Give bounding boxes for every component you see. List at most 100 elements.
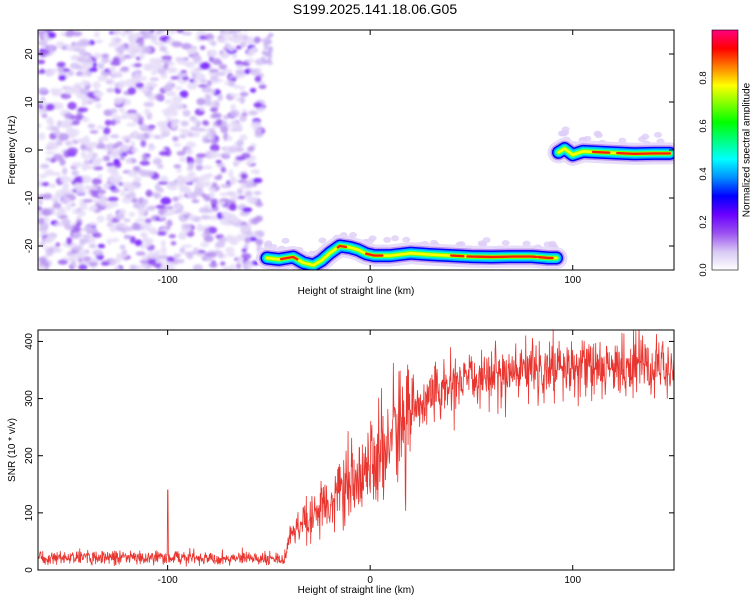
noise-speck	[255, 238, 264, 246]
noise-speck	[70, 260, 77, 268]
noise-speck	[97, 75, 108, 82]
noise-speck	[185, 141, 197, 149]
noise-speck	[161, 55, 173, 61]
noise-speck	[199, 174, 211, 181]
noise-speck	[81, 116, 90, 123]
noise-speck	[63, 68, 71, 73]
noise-speck	[87, 123, 96, 129]
noise-speck	[198, 207, 210, 214]
ridge-halo-speck	[402, 236, 411, 243]
noise-speck	[260, 56, 266, 61]
noise-speck	[242, 30, 249, 33]
noise-speck	[75, 41, 84, 47]
noise-speck	[246, 58, 255, 64]
noise-speck	[145, 240, 151, 248]
y-axis-label: SNR (10 * v/v)	[7, 418, 18, 482]
colorbar-tick-label: 0.0	[698, 263, 709, 276]
noise-speck	[128, 211, 136, 217]
noise-speck	[221, 68, 233, 74]
noise-speck	[178, 232, 187, 240]
noise-speck	[69, 128, 80, 137]
noise-speck	[156, 164, 164, 169]
snr-plot-area	[38, 330, 674, 567]
noise-speck	[139, 259, 150, 264]
noise-speck	[183, 187, 192, 195]
noise-speck	[91, 178, 102, 185]
noise-speck	[128, 113, 137, 121]
noise-speck	[164, 99, 172, 104]
noise-speck	[186, 47, 197, 55]
noise-speck	[106, 166, 118, 174]
noise-speck	[56, 139, 63, 146]
noise-speck	[168, 234, 176, 239]
noise-speck	[94, 30, 100, 38]
noise-speck	[179, 156, 187, 163]
noise-speck	[115, 175, 123, 183]
noise-speck	[133, 63, 143, 68]
noise-speck	[80, 64, 91, 71]
colorbar-tick-label: 0.6	[698, 119, 709, 132]
ridge-halo-speck	[548, 240, 557, 247]
noise-speck	[223, 114, 229, 120]
ridge-halo-speck	[501, 240, 510, 247]
noise-speck	[112, 143, 119, 149]
noise-speck	[253, 37, 261, 44]
noise-speck	[38, 40, 43, 45]
noise-speck	[156, 260, 166, 265]
noise-speck	[66, 147, 78, 155]
noise-speck	[46, 142, 55, 148]
noise-speck	[61, 167, 68, 175]
noise-speck	[253, 102, 263, 109]
noise-speck	[268, 32, 274, 37]
noise-speck	[104, 119, 112, 126]
x-tick-label: 100	[564, 275, 581, 286]
noise-speck	[61, 187, 69, 194]
noise-speck	[48, 119, 55, 127]
noise-speck	[184, 251, 193, 257]
noise-speck	[161, 109, 167, 114]
noise-speck	[229, 176, 237, 185]
noise-speck	[231, 53, 238, 59]
noise-speck	[176, 57, 187, 65]
noise-speck	[141, 126, 149, 132]
noise-speck	[160, 246, 167, 255]
noise-speck	[45, 150, 56, 155]
noise-speck	[114, 46, 125, 52]
noise-speck	[208, 187, 216, 192]
noise-speck	[111, 71, 122, 77]
noise-speck	[235, 30, 242, 33]
noise-speck	[152, 263, 162, 268]
noise-speck	[176, 30, 185, 34]
noise-speck	[239, 96, 245, 105]
noise-speck	[43, 236, 52, 244]
noise-speck	[179, 90, 189, 98]
ridge-halo-speck	[281, 237, 290, 244]
noise-speck	[199, 61, 211, 70]
noise-speck	[179, 247, 186, 254]
noise-speck	[66, 30, 75, 36]
noise-speck	[191, 199, 200, 204]
noise-speck	[113, 97, 124, 106]
noise-speck	[45, 103, 55, 111]
noise-speck	[226, 36, 237, 41]
noise-speck	[159, 177, 169, 182]
noise-speck	[130, 141, 136, 148]
noise-speck	[119, 144, 131, 152]
noise-speck	[65, 204, 72, 211]
noise-speck	[98, 137, 110, 142]
noise-speck	[84, 147, 93, 152]
noise-speck	[248, 110, 258, 116]
noise-speck	[125, 193, 131, 200]
noise-speck	[155, 204, 166, 209]
y-tick-label: -10	[24, 190, 35, 205]
noise-speck	[164, 51, 170, 56]
ridge-halo-speck	[653, 131, 662, 138]
noise-speck	[154, 192, 160, 200]
noise-speck	[130, 198, 139, 203]
ridge-peak	[466, 255, 538, 259]
noise-speck	[78, 264, 88, 270]
noise-speck	[38, 123, 42, 129]
noise-speck	[232, 84, 241, 90]
noise-speck	[77, 257, 83, 263]
